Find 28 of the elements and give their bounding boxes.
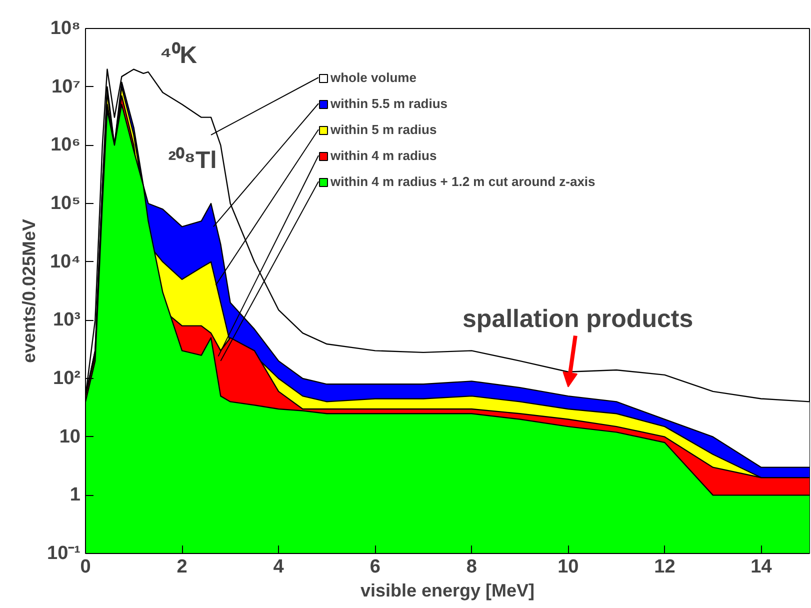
x-tick-label: 10 [558,556,579,578]
x-axis-title: visible energy [MeV] [360,580,535,600]
y-tick-label: 10⁸ [50,18,81,39]
legend-label: within 5 m radius [330,122,437,137]
legend-label: within 4 m radius [330,148,437,163]
legend-label: within 5.5 m radius [330,96,448,111]
legend-label: whole volume [330,70,416,85]
y-tick-label: 10 [59,426,81,448]
y-tick-label: 10⁻¹ [47,543,81,564]
annotation: spallation products [462,305,694,334]
x-tick-label: 2 [176,556,188,578]
y-tick-label: 10⁶ [50,134,81,156]
x-tick-label: 0 [80,556,91,578]
annotation: ²⁰⁸Tl [168,147,217,174]
x-tick-label: 4 [273,556,284,578]
annotation: ⁴⁰K [160,42,198,69]
y-axis-title: events/0.025MeV [19,218,40,364]
y-tick-label: 10⁴ [50,251,81,272]
y-tick-label: 10⁷ [52,76,81,98]
legend-label: within 4 m radius + 1.2 m cut around z-axis [330,174,596,189]
y-tick-label: 10² [53,368,81,389]
x-tick-label: 12 [654,556,676,578]
y-tick-label: 1 [70,484,81,506]
y-tick-label: 10⁵ [50,193,81,214]
y-tick-label: 10³ [53,310,81,331]
x-tick-label: 14 [750,556,772,578]
x-tick-label: 6 [370,556,380,578]
x-tick-label: 8 [466,556,477,578]
